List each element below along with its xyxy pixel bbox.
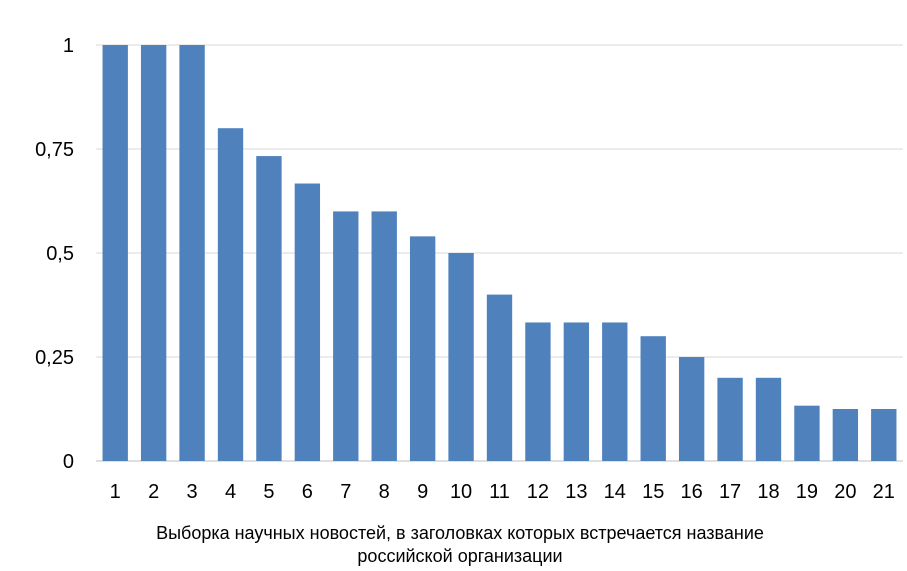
x-tick-label: 13 bbox=[565, 481, 587, 503]
bar-3 bbox=[179, 45, 205, 461]
bar-1 bbox=[102, 45, 128, 461]
x-tick-label: 14 bbox=[604, 481, 626, 503]
bar-13 bbox=[563, 322, 590, 461]
x-tick-label: 11 bbox=[489, 481, 510, 503]
bars bbox=[102, 45, 897, 461]
x-tick-label: 12 bbox=[527, 481, 549, 503]
y-tick-label: 0,25 bbox=[35, 347, 74, 369]
bar-15 bbox=[640, 336, 666, 461]
x-tick-label: 8 bbox=[379, 481, 390, 503]
x-tick-label: 20 bbox=[834, 481, 856, 503]
x-tick-label: 4 bbox=[225, 481, 236, 503]
bar-7 bbox=[333, 211, 359, 461]
x-tick-label: 19 bbox=[796, 481, 818, 503]
bar-2 bbox=[140, 45, 167, 461]
bar-5 bbox=[256, 156, 282, 461]
bar-14 bbox=[602, 322, 628, 461]
y-tick-label: 0,75 bbox=[35, 139, 74, 161]
x-tick-label: 9 bbox=[417, 481, 428, 503]
x-tick-label: 21 bbox=[873, 481, 895, 503]
bar-20 bbox=[832, 409, 859, 461]
x-tick-label: 2 bbox=[148, 481, 159, 503]
x-tick-label: 3 bbox=[187, 481, 198, 503]
x-axis-ticks: 1 2 3 4 5 6 7 8 9 10 11 12 13 14 15 16 17 18 19 20 21 bbox=[110, 481, 895, 503]
bar-9 bbox=[409, 236, 436, 461]
bar-11 bbox=[486, 294, 513, 461]
y-axis-ticks: 0 0,25 0,5 0,75 1 bbox=[35, 35, 74, 473]
x-tick-label: 18 bbox=[757, 481, 779, 503]
x-axis-label-line-1: Выборка научных новостей, в заголовках к… bbox=[156, 523, 764, 543]
x-tick-label: 5 bbox=[263, 481, 274, 503]
bar-21 bbox=[871, 409, 897, 461]
bar-17 bbox=[717, 377, 743, 461]
bar-12 bbox=[525, 322, 551, 461]
x-tick-label: 16 bbox=[681, 481, 703, 503]
x-axis-label-line-2: российской организации bbox=[357, 546, 562, 566]
x-tick-label: 15 bbox=[642, 481, 664, 503]
bar-18 bbox=[755, 377, 782, 461]
x-tick-label: 10 bbox=[450, 481, 472, 503]
x-tick-label: 6 bbox=[302, 481, 313, 503]
y-tick-label: 1 bbox=[63, 35, 74, 57]
bar-19 bbox=[794, 405, 820, 461]
x-tick-label: 17 bbox=[719, 481, 741, 503]
bar-6 bbox=[294, 183, 321, 461]
x-tick-label: 1 bbox=[110, 481, 121, 503]
bar-16 bbox=[678, 357, 705, 461]
bar-10 bbox=[448, 253, 474, 461]
bar-4 bbox=[217, 128, 244, 461]
y-tick-label: 0 bbox=[63, 451, 74, 473]
x-tick-label: 7 bbox=[340, 481, 351, 503]
bar-8 bbox=[371, 211, 397, 461]
y-tick-label: 0,5 bbox=[46, 243, 74, 265]
